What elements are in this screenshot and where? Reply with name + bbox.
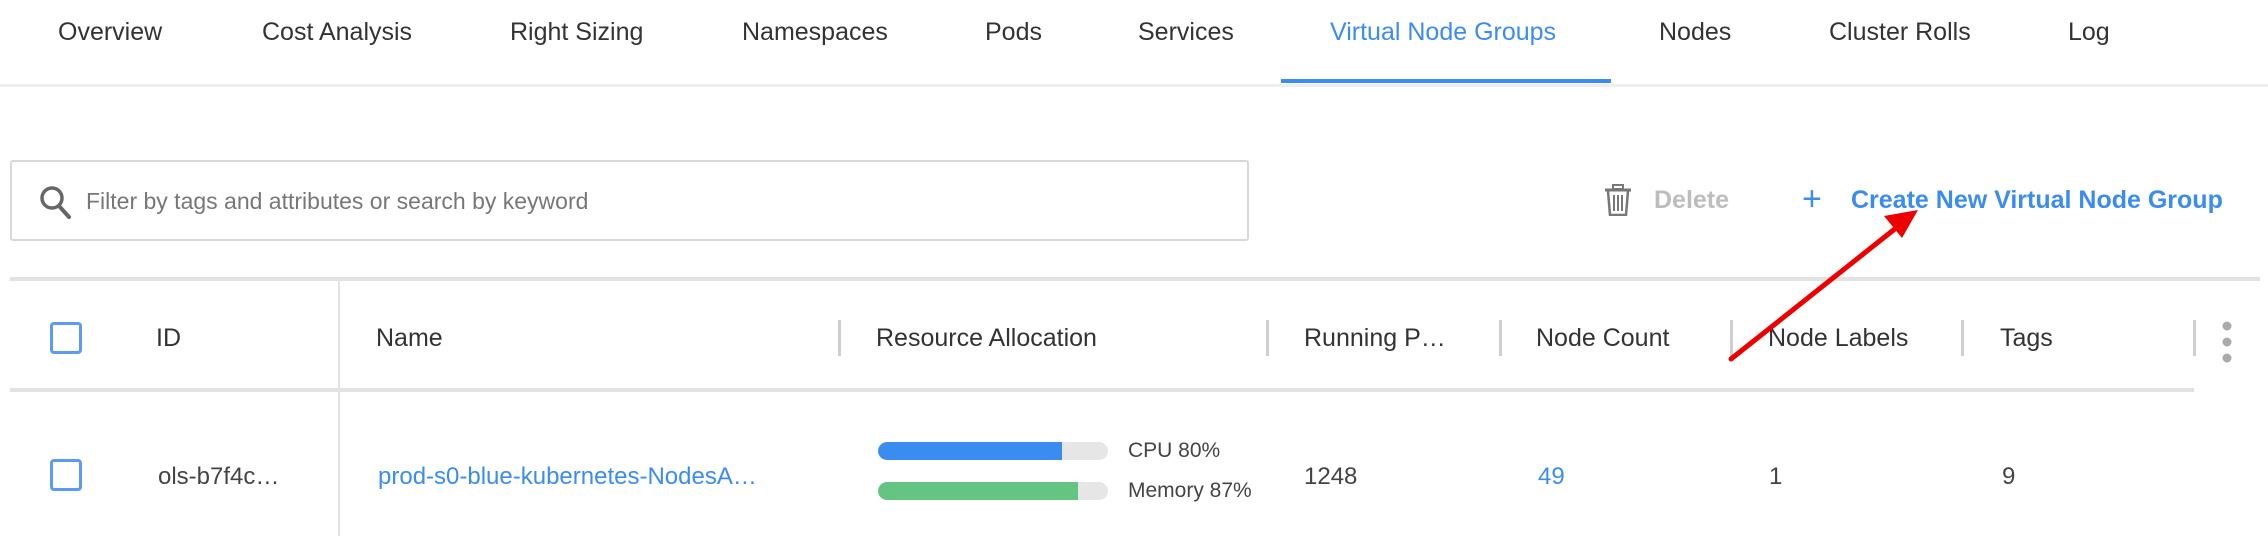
column-header-id[interactable]: ID — [156, 324, 181, 352]
column-resize-handle[interactable] — [1499, 320, 1502, 356]
create-label: Create New Virtual Node Group — [1851, 186, 2223, 214]
tab-nodes[interactable]: Nodes — [1659, 18, 1732, 46]
memory-bar-fill — [878, 482, 1079, 500]
tab-log[interactable]: Log — [2068, 18, 2110, 46]
cpu-label: CPU 80% — [1128, 439, 1221, 462]
search-box[interactable] — [10, 160, 1249, 241]
cpu-bar-fill — [878, 442, 1062, 460]
kebab-menu-icon[interactable] — [2220, 320, 2234, 364]
cpu-allocation-bar — [878, 442, 1108, 460]
table-top-border — [10, 277, 2260, 281]
row-node-labels: 1 — [1769, 463, 1783, 490]
tab-services[interactable]: Services — [1138, 18, 1234, 46]
row-running-pods: 1248 — [1304, 463, 1358, 490]
column-resize-handle[interactable] — [1961, 320, 1964, 356]
tab-overview[interactable]: Overview — [58, 18, 163, 46]
header-bottom-border — [10, 388, 2194, 392]
memory-allocation-bar — [878, 482, 1108, 500]
column-resize-handle[interactable] — [1730, 320, 1733, 356]
column-divider — [338, 281, 340, 536]
trash-icon — [1605, 184, 1631, 216]
memory-label: Memory 87% — [1128, 479, 1252, 502]
tab-namespaces[interactable]: Namespaces — [742, 18, 888, 46]
tab-bar: Overview Cost Analysis Right Sizing Name… — [0, 0, 2268, 87]
search-icon — [40, 186, 71, 219]
delete-label: Delete — [1654, 186, 1730, 214]
row-node-count-link[interactable]: 49 — [1538, 463, 1565, 490]
row-tags: 9 — [2002, 463, 2016, 490]
tab-virtual-node-groups[interactable]: Virtual Node Groups — [1330, 18, 1557, 46]
column-header-tags[interactable]: Tags — [2000, 324, 2053, 352]
tab-cost-analysis[interactable]: Cost Analysis — [262, 18, 413, 46]
active-tab-indicator — [1281, 79, 1611, 83]
select-all-checkbox[interactable] — [50, 322, 82, 354]
column-header-node-count[interactable]: Node Count — [1536, 324, 1670, 352]
tab-pods[interactable]: Pods — [985, 18, 1042, 46]
tab-cluster-rolls[interactable]: Cluster Rolls — [1829, 18, 1971, 46]
column-header-node-labels[interactable]: Node Labels — [1768, 324, 1909, 352]
search-input[interactable] — [84, 162, 1228, 241]
column-resize-handle[interactable] — [838, 320, 841, 356]
row-checkbox[interactable] — [50, 459, 82, 491]
column-resize-handle[interactable] — [1266, 320, 1269, 356]
column-header-running-pods[interactable]: Running P… — [1304, 324, 1446, 352]
row-id: ols-b7f4c… — [158, 463, 280, 490]
tab-right-sizing[interactable]: Right Sizing — [510, 18, 644, 46]
column-resize-handle[interactable] — [2193, 320, 2196, 356]
row-name-link[interactable]: prod-s0-blue-kubernetes-NodesA… — [378, 463, 757, 490]
column-header-resource-allocation[interactable]: Resource Allocation — [876, 324, 1097, 352]
plus-icon: + — [1802, 180, 1822, 218]
column-header-name[interactable]: Name — [376, 324, 443, 352]
